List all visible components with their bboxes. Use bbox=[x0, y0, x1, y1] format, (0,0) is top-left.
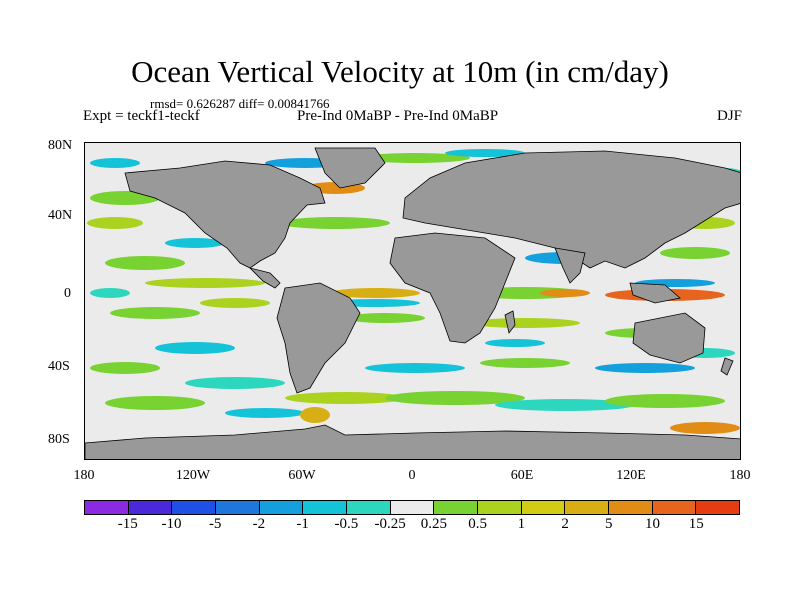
colorbar-box-13 bbox=[652, 501, 697, 514]
lon-label-180e: 180 bbox=[729, 468, 751, 483]
comparison-label: Pre-Ind 0MaBP - Pre-Ind 0MaBP bbox=[297, 108, 499, 124]
new-zealand bbox=[720, 357, 734, 376]
eurasia bbox=[402, 150, 740, 269]
lon-label-0: 0 bbox=[408, 468, 416, 483]
experiment-label: Expt = teckf1-teckf bbox=[83, 108, 200, 124]
lat-label-40n: 40N bbox=[48, 208, 73, 223]
chart-title: Ocean Vertical Velocity at 10m (in cm/da… bbox=[131, 54, 669, 89]
colorbar-box-3 bbox=[216, 501, 260, 514]
colorbar-label-8: 0.5 bbox=[468, 516, 487, 532]
colorbar-box-10 bbox=[521, 501, 566, 514]
southeast-asia bbox=[629, 282, 681, 304]
india bbox=[554, 247, 586, 284]
colorbar-label-13: 15 bbox=[688, 516, 704, 532]
madagascar bbox=[504, 310, 516, 334]
lon-label-60e: 60E bbox=[510, 468, 534, 483]
colorbar-box-1 bbox=[128, 501, 173, 514]
colorbar-box-4 bbox=[259, 501, 304, 514]
lon-label-120e: 120E bbox=[616, 468, 646, 483]
world-map bbox=[84, 142, 741, 460]
colorbar-label-9: 1 bbox=[517, 516, 526, 532]
land-masses bbox=[85, 147, 740, 459]
antarctica bbox=[85, 424, 740, 459]
colorbar-box-0 bbox=[85, 501, 129, 514]
lat-label-equator: 0 bbox=[64, 286, 71, 301]
lat-label-80s: 80S bbox=[48, 432, 70, 447]
south-america bbox=[276, 282, 361, 394]
colorbar-box-7 bbox=[390, 501, 435, 514]
colorbar-label-0: -15 bbox=[117, 516, 138, 532]
colorbar-box-11 bbox=[565, 501, 610, 514]
colorbar-label-11: 5 bbox=[605, 516, 613, 532]
colorbar-label-1: -10 bbox=[161, 516, 182, 532]
central-america bbox=[248, 267, 281, 289]
lat-label-80n: 80N bbox=[48, 138, 73, 153]
rmsd-diff-stats: rmsd= 0.626287 diff= 0.00841766 bbox=[150, 96, 330, 111]
lat-label-40s: 40S bbox=[48, 359, 70, 374]
lon-label-60w: 60W bbox=[288, 468, 316, 483]
colorbar-label-12: 10 bbox=[645, 516, 661, 532]
colorbar-box-8 bbox=[434, 501, 479, 514]
lon-label-120w: 120W bbox=[175, 468, 211, 483]
greenland bbox=[314, 147, 386, 189]
colorbar-box-2 bbox=[172, 501, 217, 514]
colorbar-label-5: -0.5 bbox=[334, 516, 359, 532]
map-svg bbox=[85, 143, 740, 459]
colorbar-box-9 bbox=[478, 501, 522, 514]
colorbar-box-5 bbox=[303, 501, 348, 514]
lon-label-180w: 180 bbox=[73, 468, 95, 483]
colorbar-label-4: -1 bbox=[296, 516, 309, 532]
colorbar-label-7: 0.25 bbox=[420, 516, 447, 532]
colorbar bbox=[84, 500, 740, 515]
colorbar-label-3: -2 bbox=[252, 516, 266, 532]
colorbar-box-14 bbox=[696, 501, 740, 514]
australia bbox=[632, 312, 706, 364]
colorbar-label-6: -0.25 bbox=[374, 516, 406, 532]
colorbar-box-12 bbox=[609, 501, 653, 514]
north-america bbox=[124, 160, 326, 269]
africa bbox=[389, 232, 516, 344]
colorbar-box-6 bbox=[347, 501, 391, 514]
season-label: DJF bbox=[716, 108, 742, 124]
colorbar-label-2: -5 bbox=[208, 516, 222, 532]
colorbar-label-10: 2 bbox=[561, 516, 569, 532]
